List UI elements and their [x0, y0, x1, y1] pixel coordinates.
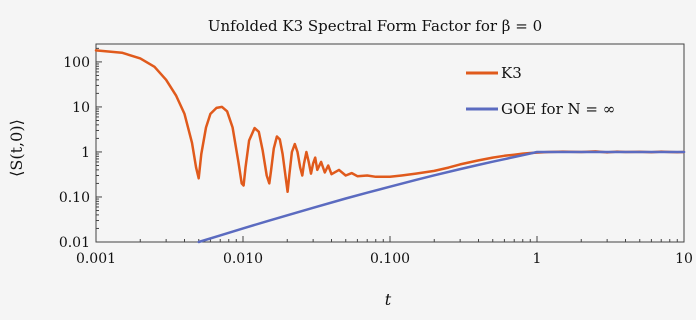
- plot-area: 0.001 0.010 0.100 1 10 100 10 1 0.10 0.01: [59, 43, 693, 267]
- x-tick-label: 0.100: [370, 251, 410, 267]
- series-lines: [94, 49, 686, 244]
- y-tick-label: 10: [72, 100, 90, 116]
- legend: K3 GOE for N = ∞: [466, 64, 615, 118]
- x-tick-label: 0.001: [76, 251, 116, 267]
- legend-label-goe: GOE for N = ∞: [501, 100, 615, 118]
- y-tick-label: 0.01: [59, 235, 90, 251]
- x-tick-label: 1: [533, 251, 542, 267]
- chart-title: Unfolded K3 Spectral Form Factor for β =…: [208, 17, 542, 35]
- y-tick-label: 0.10: [59, 190, 90, 206]
- y-axis-label: ⟨S(t,0)⟩: [7, 119, 26, 177]
- y-tick-label: 1: [81, 145, 90, 161]
- x-tick-label: 0.010: [223, 251, 263, 267]
- x-tick-label: 10: [675, 251, 693, 267]
- x-axis-label: t: [385, 290, 392, 309]
- y-axis: 100 10 1 0.10 0.01: [59, 47, 102, 251]
- series-line-goe: [197, 150, 686, 244]
- x-axis: 0.001 0.010 0.100 1 10: [76, 236, 693, 267]
- y-tick-label: 100: [63, 55, 90, 71]
- legend-label-k3: K3: [501, 64, 522, 82]
